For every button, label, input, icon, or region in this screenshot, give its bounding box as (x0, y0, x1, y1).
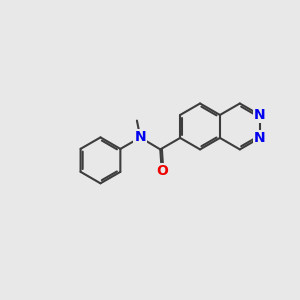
Text: N: N (254, 131, 266, 145)
Text: N: N (134, 130, 146, 145)
Text: O: O (156, 164, 168, 178)
Text: N: N (254, 108, 266, 122)
